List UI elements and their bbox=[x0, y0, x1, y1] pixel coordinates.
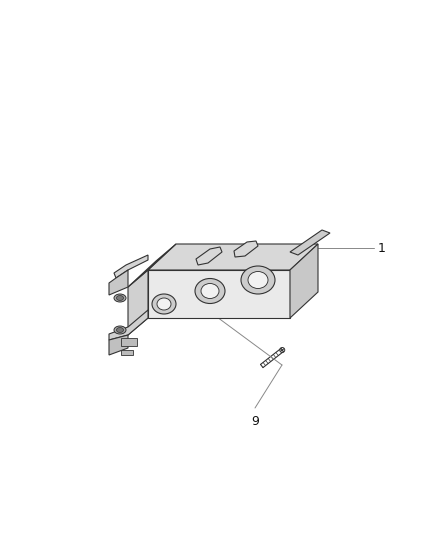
Polygon shape bbox=[128, 270, 148, 335]
Ellipse shape bbox=[114, 294, 126, 302]
Ellipse shape bbox=[248, 271, 268, 288]
Ellipse shape bbox=[241, 266, 275, 294]
Ellipse shape bbox=[157, 298, 171, 310]
Polygon shape bbox=[196, 247, 222, 265]
Ellipse shape bbox=[201, 284, 219, 298]
Polygon shape bbox=[290, 230, 330, 255]
Polygon shape bbox=[109, 270, 128, 295]
Polygon shape bbox=[234, 241, 258, 257]
Text: 1: 1 bbox=[378, 241, 386, 254]
Polygon shape bbox=[109, 310, 148, 340]
Polygon shape bbox=[114, 255, 148, 278]
Ellipse shape bbox=[195, 279, 225, 303]
Ellipse shape bbox=[152, 294, 176, 314]
Polygon shape bbox=[148, 270, 290, 318]
Polygon shape bbox=[109, 335, 128, 355]
Polygon shape bbox=[121, 350, 133, 355]
Ellipse shape bbox=[117, 327, 124, 333]
Text: 9: 9 bbox=[251, 415, 259, 428]
Polygon shape bbox=[290, 244, 318, 318]
Polygon shape bbox=[128, 244, 176, 287]
Ellipse shape bbox=[117, 295, 124, 301]
Ellipse shape bbox=[114, 326, 126, 334]
Polygon shape bbox=[121, 338, 137, 346]
Polygon shape bbox=[148, 244, 318, 270]
